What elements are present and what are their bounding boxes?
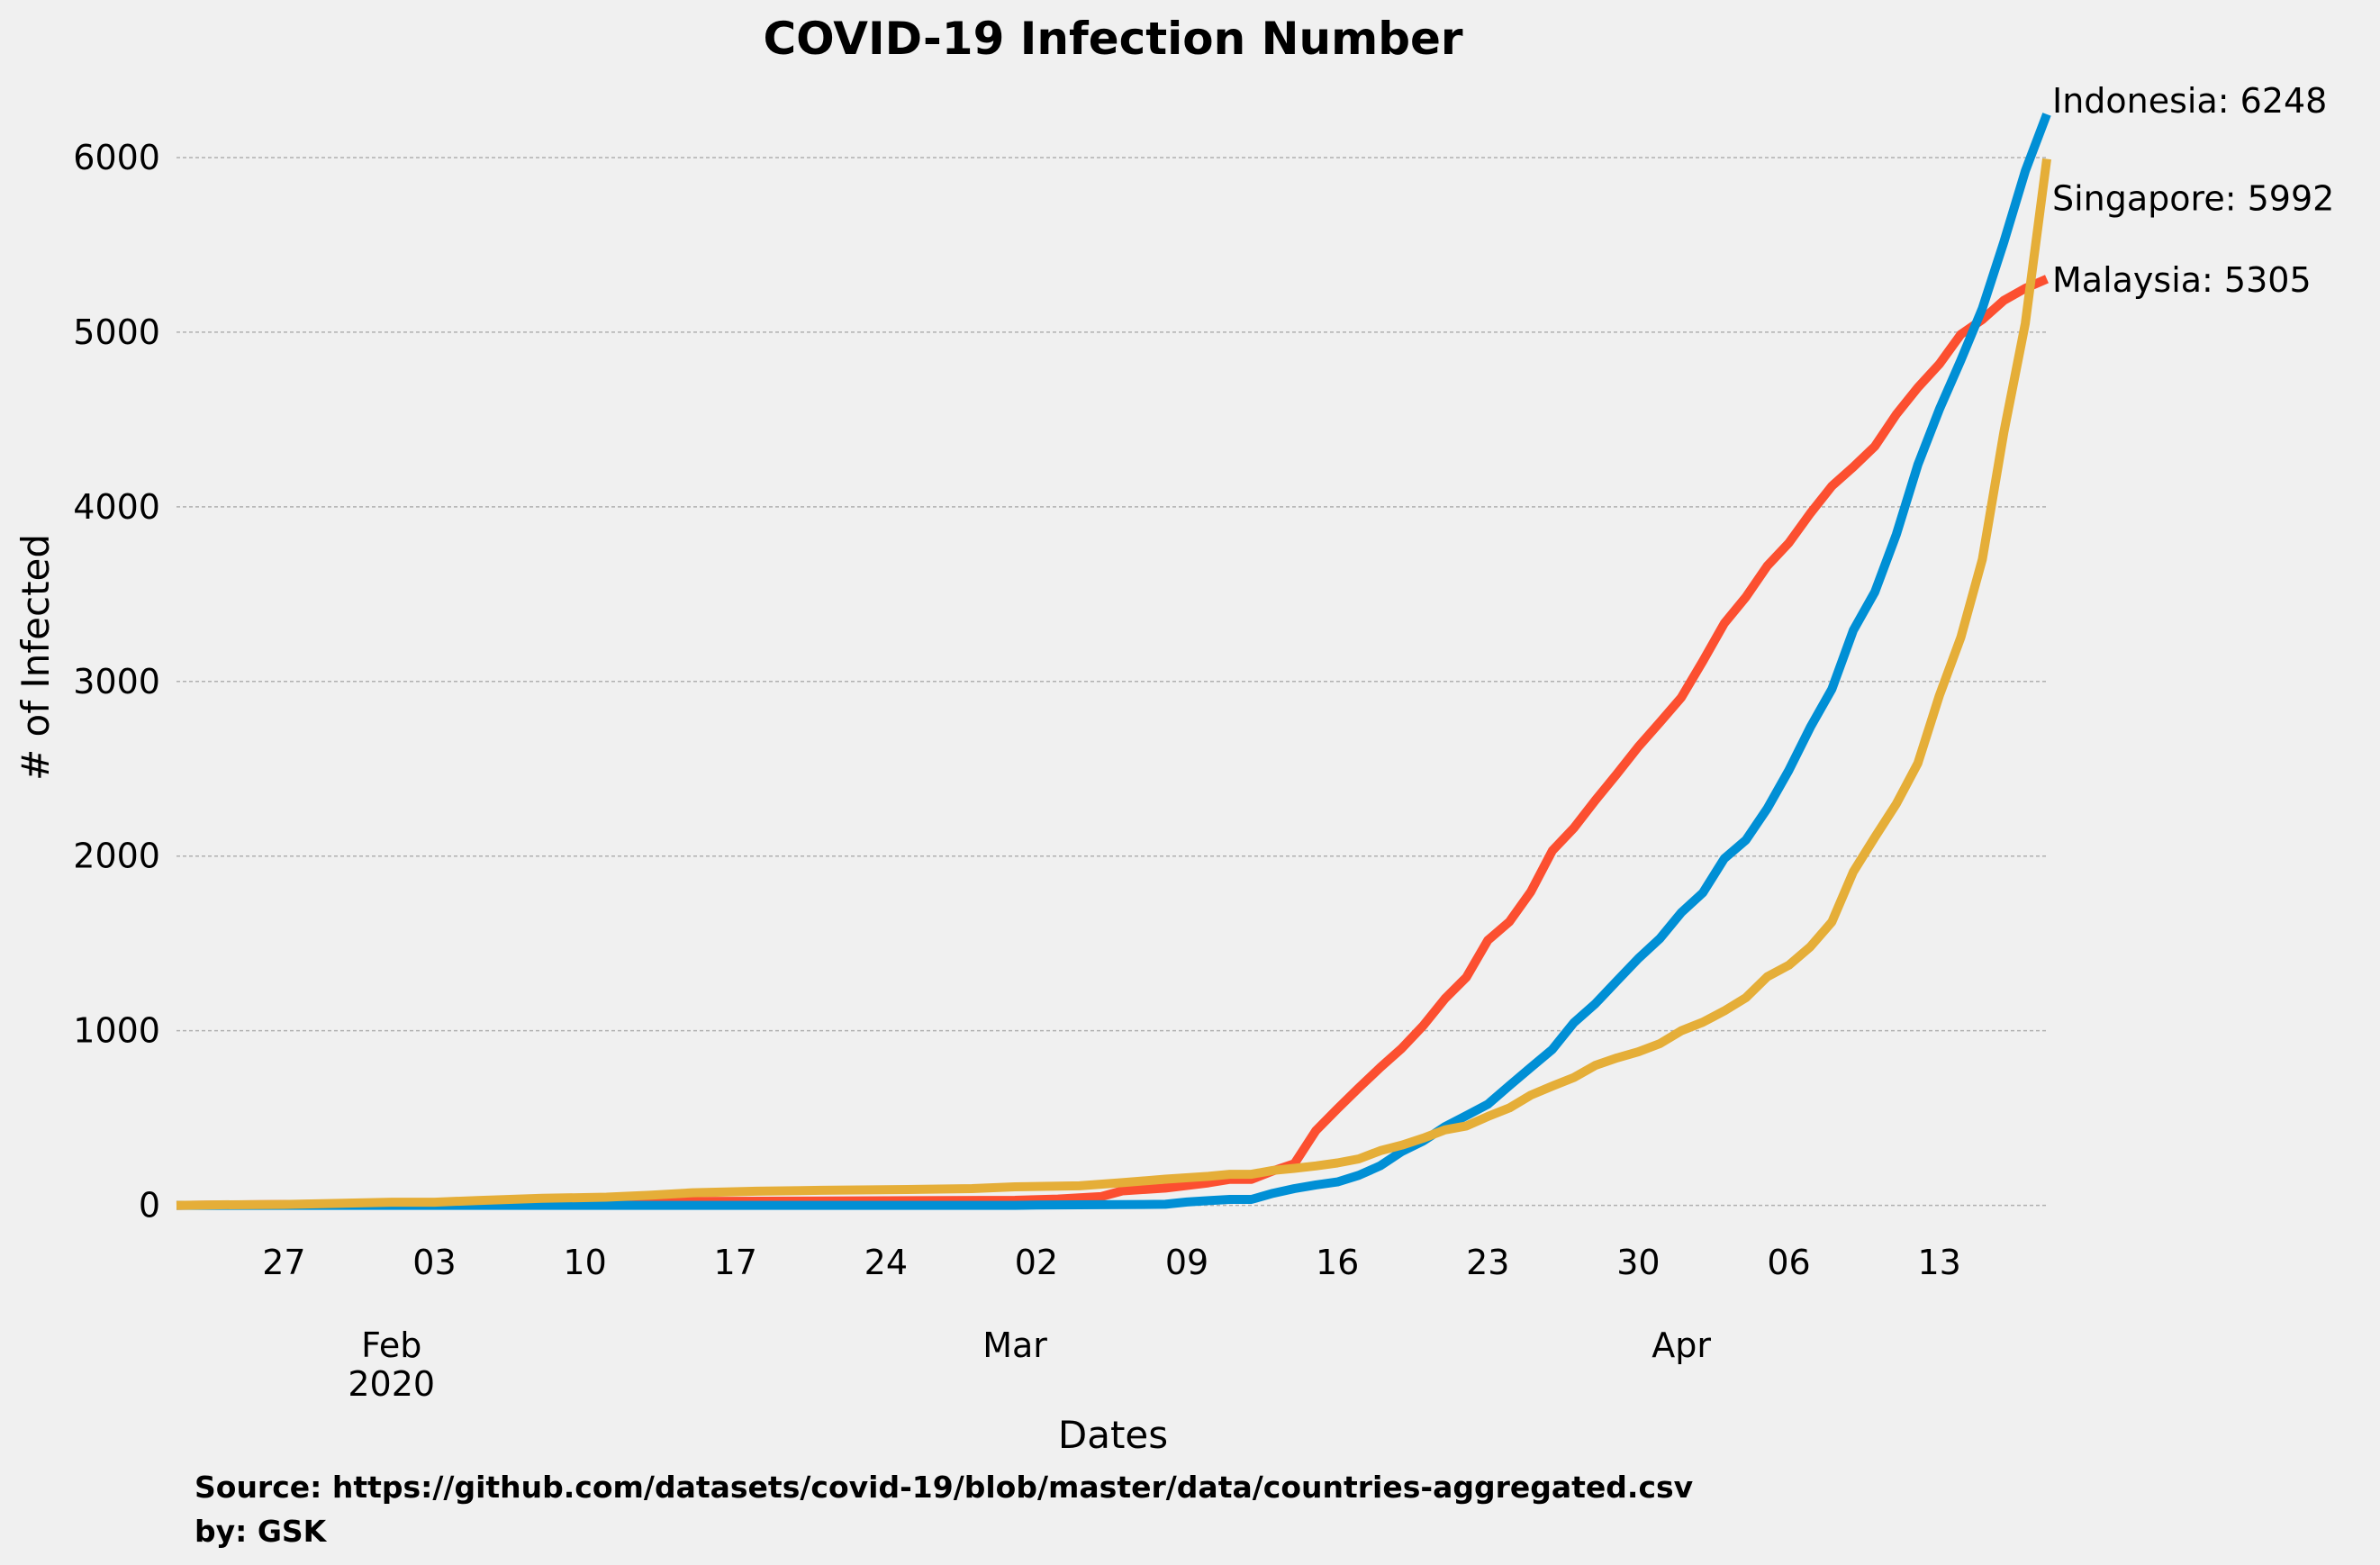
x-tick-label: 30 (1616, 1243, 1660, 1282)
y-tick-label: 1000 (73, 1011, 160, 1051)
y-tick-label: 6000 (73, 138, 160, 177)
x-month-label: Mar (982, 1325, 1047, 1365)
y-tick-label: 5000 (73, 312, 160, 352)
x-tick-label: 23 (1466, 1243, 1509, 1282)
x-month-label: Apr (1652, 1325, 1711, 1365)
series-line-malaysia (176, 275, 2049, 1210)
y-tick-label: 4000 (73, 487, 160, 527)
end-labels: Malaysia: 5305 Indonesia: 6248 Singapore: … (2052, 81, 2334, 300)
byline: by: GSK (195, 1514, 327, 1549)
x-tick-label: 06 (1767, 1243, 1810, 1282)
x-tick-label: 24 (864, 1243, 908, 1282)
x-axis-label: Dates (1058, 1413, 1168, 1457)
x-year-label: 2020 (348, 1364, 435, 1404)
series-lines (176, 113, 2051, 1210)
x-tick-label: 10 (563, 1243, 606, 1282)
x-tick-label: 09 (1165, 1243, 1208, 1282)
y-tick-label: 0 (139, 1186, 160, 1226)
gridlines (176, 157, 2047, 1207)
x-tick-label: 03 (412, 1243, 456, 1282)
end-label-singapore: Singapore: 5992 (2052, 179, 2334, 219)
end-label-indonesia: Indonesia: 6248 (2052, 81, 2327, 121)
y-tick-label: 3000 (73, 662, 160, 701)
end-label-malaysia: Malaysia: 5305 (2052, 260, 2312, 300)
series-line-indonesia (176, 113, 2051, 1210)
chart-title: COVID-19 Infection Number (763, 13, 1462, 65)
x-month-label: Feb (361, 1325, 421, 1365)
source-note: Source: https://github.com/datasets/covi… (195, 1470, 1694, 1505)
y-axis-ticks: 0 1000 2000 3000 4000 5000 6000 (73, 138, 160, 1226)
x-tick-label: 17 (714, 1243, 757, 1282)
series-line-singapore (176, 158, 2051, 1210)
y-tick-label: 2000 (73, 837, 160, 876)
x-tick-label: 27 (262, 1243, 305, 1282)
x-tick-label: 02 (1015, 1243, 1058, 1282)
y-axis-label: # of Infected (14, 534, 58, 781)
x-tick-label: 13 (1917, 1243, 1960, 1282)
x-tick-label: 16 (1316, 1243, 1359, 1282)
